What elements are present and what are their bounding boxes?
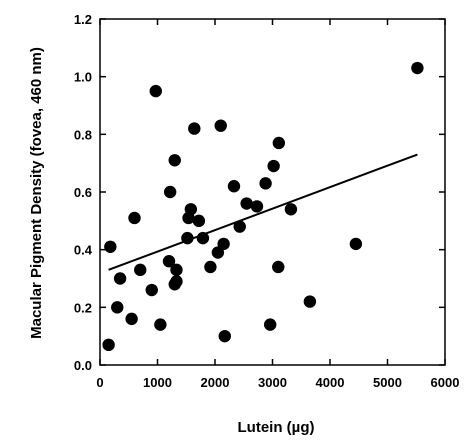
data-point [264, 318, 277, 331]
data-point [163, 185, 177, 199]
data-point [214, 119, 227, 132]
data-point [259, 177, 272, 190]
data-point [170, 275, 183, 288]
data-point [125, 312, 138, 326]
y-axis-title: Macular Pigment Density (fovea, 460 nm) [28, 47, 45, 339]
data-point [204, 260, 217, 274]
y-tick-label: 0.8 [74, 127, 92, 142]
x-tick-label: 0 [96, 375, 103, 390]
x-tick-label: 1000 [143, 375, 172, 390]
data-point [303, 295, 317, 308]
data-point [184, 203, 198, 216]
y-tick-label: 1.2 [74, 12, 92, 27]
axis-ticks: 0 1000 2000 3000 4000 5000 6000 0.0 0.2 0.4 0.6 0.8… [74, 12, 460, 390]
x-tick-label: 4000 [316, 375, 345, 390]
data-point [411, 61, 424, 75]
x-tick-label: 2000 [201, 375, 230, 390]
data-point [272, 136, 286, 150]
data-point [134, 263, 147, 277]
data-point [217, 237, 230, 251]
y-tick-label: 0.0 [74, 358, 92, 373]
trend-line [108, 153, 418, 271]
data-point [192, 214, 206, 228]
data-point [240, 197, 253, 210]
data-point [162, 255, 176, 268]
data-point [181, 231, 194, 245]
data-point [104, 240, 117, 253]
data-point [284, 203, 298, 216]
data-point [250, 200, 264, 213]
data-point [149, 84, 162, 98]
data-point [168, 154, 181, 167]
data-point [170, 263, 183, 277]
y-tick-label: 0.2 [74, 300, 92, 315]
data-point [111, 301, 124, 314]
trend-line-group [108, 153, 418, 271]
data-point [188, 122, 201, 135]
x-axis-title: Lutein (µg) [238, 419, 315, 436]
y-tick-label: 0.6 [74, 185, 92, 200]
data-point [113, 272, 127, 285]
data-point [218, 329, 231, 343]
data-point [267, 159, 280, 173]
data-point [154, 318, 167, 331]
data-point [128, 211, 141, 225]
x-tick-label: 3000 [258, 375, 287, 390]
plot-frame [99, 18, 446, 366]
data-point [196, 231, 210, 245]
data-point [349, 237, 363, 251]
data-point [233, 220, 246, 233]
data-point [272, 260, 285, 274]
y-tick-label: 0.4 [74, 243, 93, 258]
x-tick-label: 6000 [431, 375, 460, 390]
y-tick-label: 1.0 [74, 70, 92, 85]
data-points [102, 61, 424, 352]
data-point [102, 338, 115, 352]
data-point [145, 283, 158, 297]
data-point [227, 180, 241, 193]
plot-area [99, 18, 446, 366]
x-tick-label: 5000 [373, 375, 402, 390]
